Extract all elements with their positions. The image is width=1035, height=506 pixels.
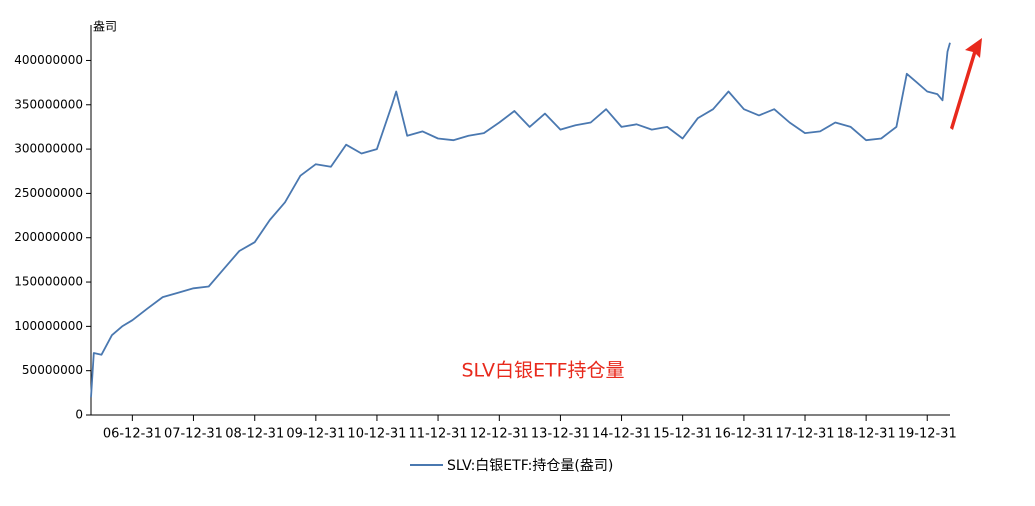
y-tick-label: 150000000 (14, 275, 83, 289)
y-tick-label: 200000000 (14, 230, 83, 244)
y-tick-label: 350000000 (14, 97, 83, 111)
y-axis-label: 盎司 (93, 20, 117, 34)
y-tick-label: 50000000 (22, 363, 83, 377)
annotation: SLV白银ETF持仓量 (461, 360, 624, 382)
y-tick-label: 300000000 (14, 142, 83, 156)
y-tick-label: 250000000 (14, 186, 83, 200)
x-tick-label: 06-12-31 (103, 427, 162, 442)
data-line (90, 42, 951, 398)
legend-label: SLV:白银ETF:持仓量(盎司) (447, 458, 613, 474)
x-tick-label: 14-12-31 (592, 427, 651, 442)
x-tick-label: 13-12-31 (531, 427, 590, 442)
y-tick-label: 0 (75, 408, 83, 422)
x-tick-label: 17-12-31 (776, 427, 835, 442)
x-tick-label: 10-12-31 (347, 427, 406, 442)
x-tick-label: 09-12-31 (286, 427, 345, 442)
y-tick-label: 100000000 (14, 319, 83, 333)
x-tick-label: 12-12-31 (470, 427, 529, 442)
x-tick-label: 07-12-31 (164, 427, 223, 442)
x-tick-label: 16-12-31 (714, 427, 773, 442)
x-tick-label: 11-12-31 (409, 427, 468, 442)
x-tick-label: 18-12-31 (837, 427, 896, 442)
x-tick-label: 15-12-31 (653, 427, 712, 442)
red-arrow (950, 38, 982, 130)
y-tick-label: 400000000 (14, 53, 83, 67)
x-tick-label: 08-12-31 (225, 427, 284, 442)
x-tick-label: 19-12-31 (898, 427, 957, 442)
